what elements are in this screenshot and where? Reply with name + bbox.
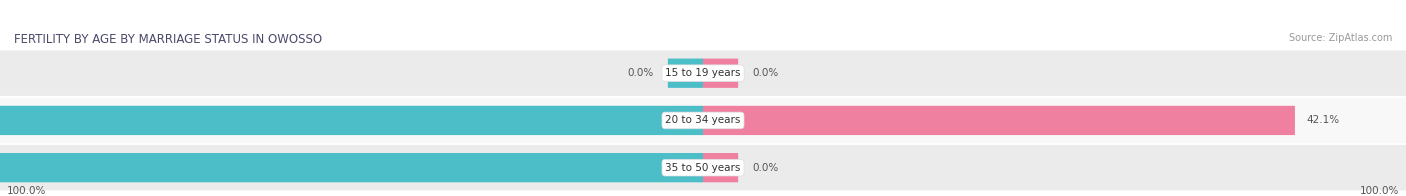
FancyBboxPatch shape [703,106,1295,135]
FancyBboxPatch shape [0,106,703,135]
FancyBboxPatch shape [703,59,738,88]
Text: FERTILITY BY AGE BY MARRIAGE STATUS IN OWOSSO: FERTILITY BY AGE BY MARRIAGE STATUS IN O… [14,33,322,46]
Text: Source: ZipAtlas.com: Source: ZipAtlas.com [1288,33,1392,43]
FancyBboxPatch shape [0,51,1406,96]
Text: 42.1%: 42.1% [1306,115,1340,125]
Text: 0.0%: 0.0% [627,68,654,78]
FancyBboxPatch shape [703,153,738,182]
Text: 15 to 19 years: 15 to 19 years [665,68,741,78]
FancyBboxPatch shape [668,59,703,88]
Text: 0.0%: 0.0% [752,163,779,173]
FancyBboxPatch shape [0,153,703,182]
Text: 20 to 34 years: 20 to 34 years [665,115,741,125]
Text: 35 to 50 years: 35 to 50 years [665,163,741,173]
Text: 0.0%: 0.0% [752,68,779,78]
FancyBboxPatch shape [0,98,1406,143]
FancyBboxPatch shape [0,145,1406,190]
Text: 100.0%: 100.0% [1360,186,1399,196]
Text: 100.0%: 100.0% [7,186,46,196]
